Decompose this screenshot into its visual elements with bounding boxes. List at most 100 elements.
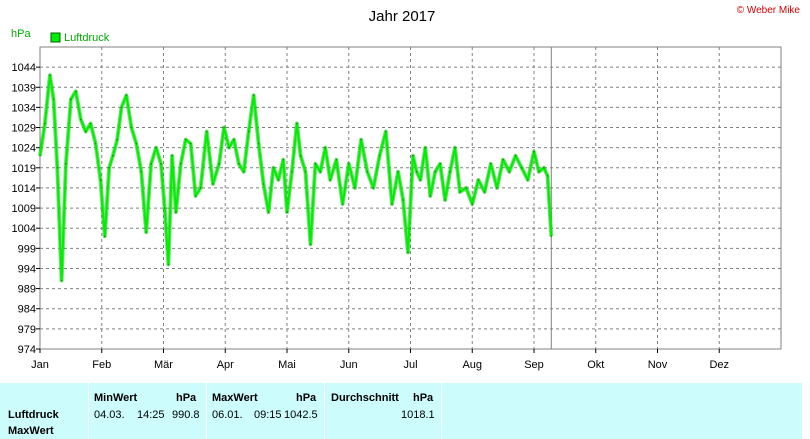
data-point (527, 179, 529, 181)
x-tick-label: Dez (709, 359, 729, 371)
data-point (477, 179, 480, 181)
data-point (372, 187, 375, 189)
data-point (184, 138, 187, 141)
y-tick-label: 1044 (12, 62, 36, 74)
data-point (233, 138, 235, 141)
max-date: 06.01. (212, 409, 243, 421)
y-axis-unit: hPa (11, 28, 31, 40)
data-point (125, 94, 128, 97)
y-tick-label: 1039 (12, 82, 36, 94)
data-point (291, 171, 293, 173)
max-value: 1042.5 (284, 409, 318, 421)
avg-value: 1018.1 (401, 409, 435, 421)
y-tick-label: 999 (18, 243, 36, 255)
data-point (205, 130, 208, 133)
data-point (199, 187, 202, 189)
stats-panel (0, 383, 802, 439)
data-point (223, 126, 225, 129)
data-point (150, 163, 152, 165)
data-point (145, 231, 147, 233)
data-point (180, 163, 182, 165)
data-point (397, 171, 399, 173)
data-point (508, 171, 511, 173)
stats-divider (324, 383, 325, 439)
y-tick-label: 984 (18, 304, 36, 316)
data-point (385, 130, 387, 133)
data-point (286, 211, 288, 213)
x-tick-label: Jul (403, 359, 417, 371)
x-tick-label: Mär (154, 359, 173, 371)
y-tick-label: 1029 (12, 123, 36, 135)
data-point (520, 167, 523, 169)
data-point (429, 195, 432, 197)
data-point (238, 163, 240, 165)
legend-label-luftdruck: Luftdruck (64, 32, 110, 44)
x-axis-ticks: Jan Feb Mär Apr Mai Jun Jul Aug Sep Okt Nov Dez (31, 349, 729, 371)
data-point (309, 243, 312, 246)
row-label-maxwert: MaxWert (8, 425, 54, 437)
data-point (94, 142, 97, 145)
data-point (360, 138, 362, 141)
data-point (514, 154, 517, 157)
data-point (415, 171, 418, 173)
data-point (252, 94, 255, 97)
data-point (324, 146, 327, 149)
data-point (130, 126, 133, 129)
y-axis-ticks: 1044 1039 1034 1029 1024 1019 1014 1009 1004 999 9… (12, 62, 40, 356)
data-point (296, 122, 298, 125)
stats-divider (441, 383, 442, 439)
y-tick-label: 974 (18, 344, 36, 356)
min-header-unit: hPa (176, 392, 197, 404)
data-point (424, 146, 427, 149)
data-point (44, 122, 46, 125)
data-point (407, 251, 409, 254)
data-point (163, 207, 166, 209)
max-header-label: MaxWert (212, 392, 258, 404)
y-tick-label: 1019 (12, 163, 36, 175)
data-point (304, 171, 307, 173)
data-point (135, 142, 138, 145)
data-point (228, 146, 230, 149)
data-point (116, 138, 118, 141)
min-time: 14:25 (137, 409, 165, 421)
data-point (171, 154, 173, 157)
y-tick-label: 989 (18, 284, 36, 296)
data-point (412, 154, 414, 157)
data-point (419, 179, 422, 181)
data-point (80, 118, 82, 121)
y-tick-label: 1034 (12, 102, 36, 114)
data-point (49, 74, 51, 76)
stats-divider (88, 383, 89, 439)
row-label-luftdruck: Luftdruck (8, 409, 59, 421)
data-point (257, 142, 260, 145)
data-point (319, 171, 322, 173)
data-point (459, 191, 461, 193)
data-point (65, 163, 67, 165)
data-point (366, 171, 369, 173)
x-tick-label: Nov (648, 359, 668, 371)
stats-divider (206, 383, 207, 439)
data-point (99, 179, 102, 181)
data-point (282, 158, 285, 161)
data-point (89, 122, 92, 125)
data-point (70, 98, 72, 101)
x-tick-label: Jun (340, 359, 358, 371)
data-point (140, 171, 143, 173)
data-point (550, 235, 553, 238)
data-point (543, 167, 545, 169)
avg-header-unit: hPa (413, 392, 434, 404)
data-point (434, 171, 437, 173)
data-point (75, 90, 77, 93)
y-tick-label: 1024 (12, 143, 36, 155)
data-point (218, 163, 220, 165)
data-point (60, 279, 63, 282)
data-point (449, 171, 451, 173)
data-point (354, 187, 356, 189)
y-tick-label: 1004 (12, 223, 36, 235)
x-tick-label: Mai (278, 359, 296, 371)
data-point (439, 163, 441, 165)
x-tick-label: Feb (92, 359, 111, 371)
data-point (247, 130, 250, 133)
data-point (378, 154, 381, 157)
data-point (272, 167, 275, 169)
